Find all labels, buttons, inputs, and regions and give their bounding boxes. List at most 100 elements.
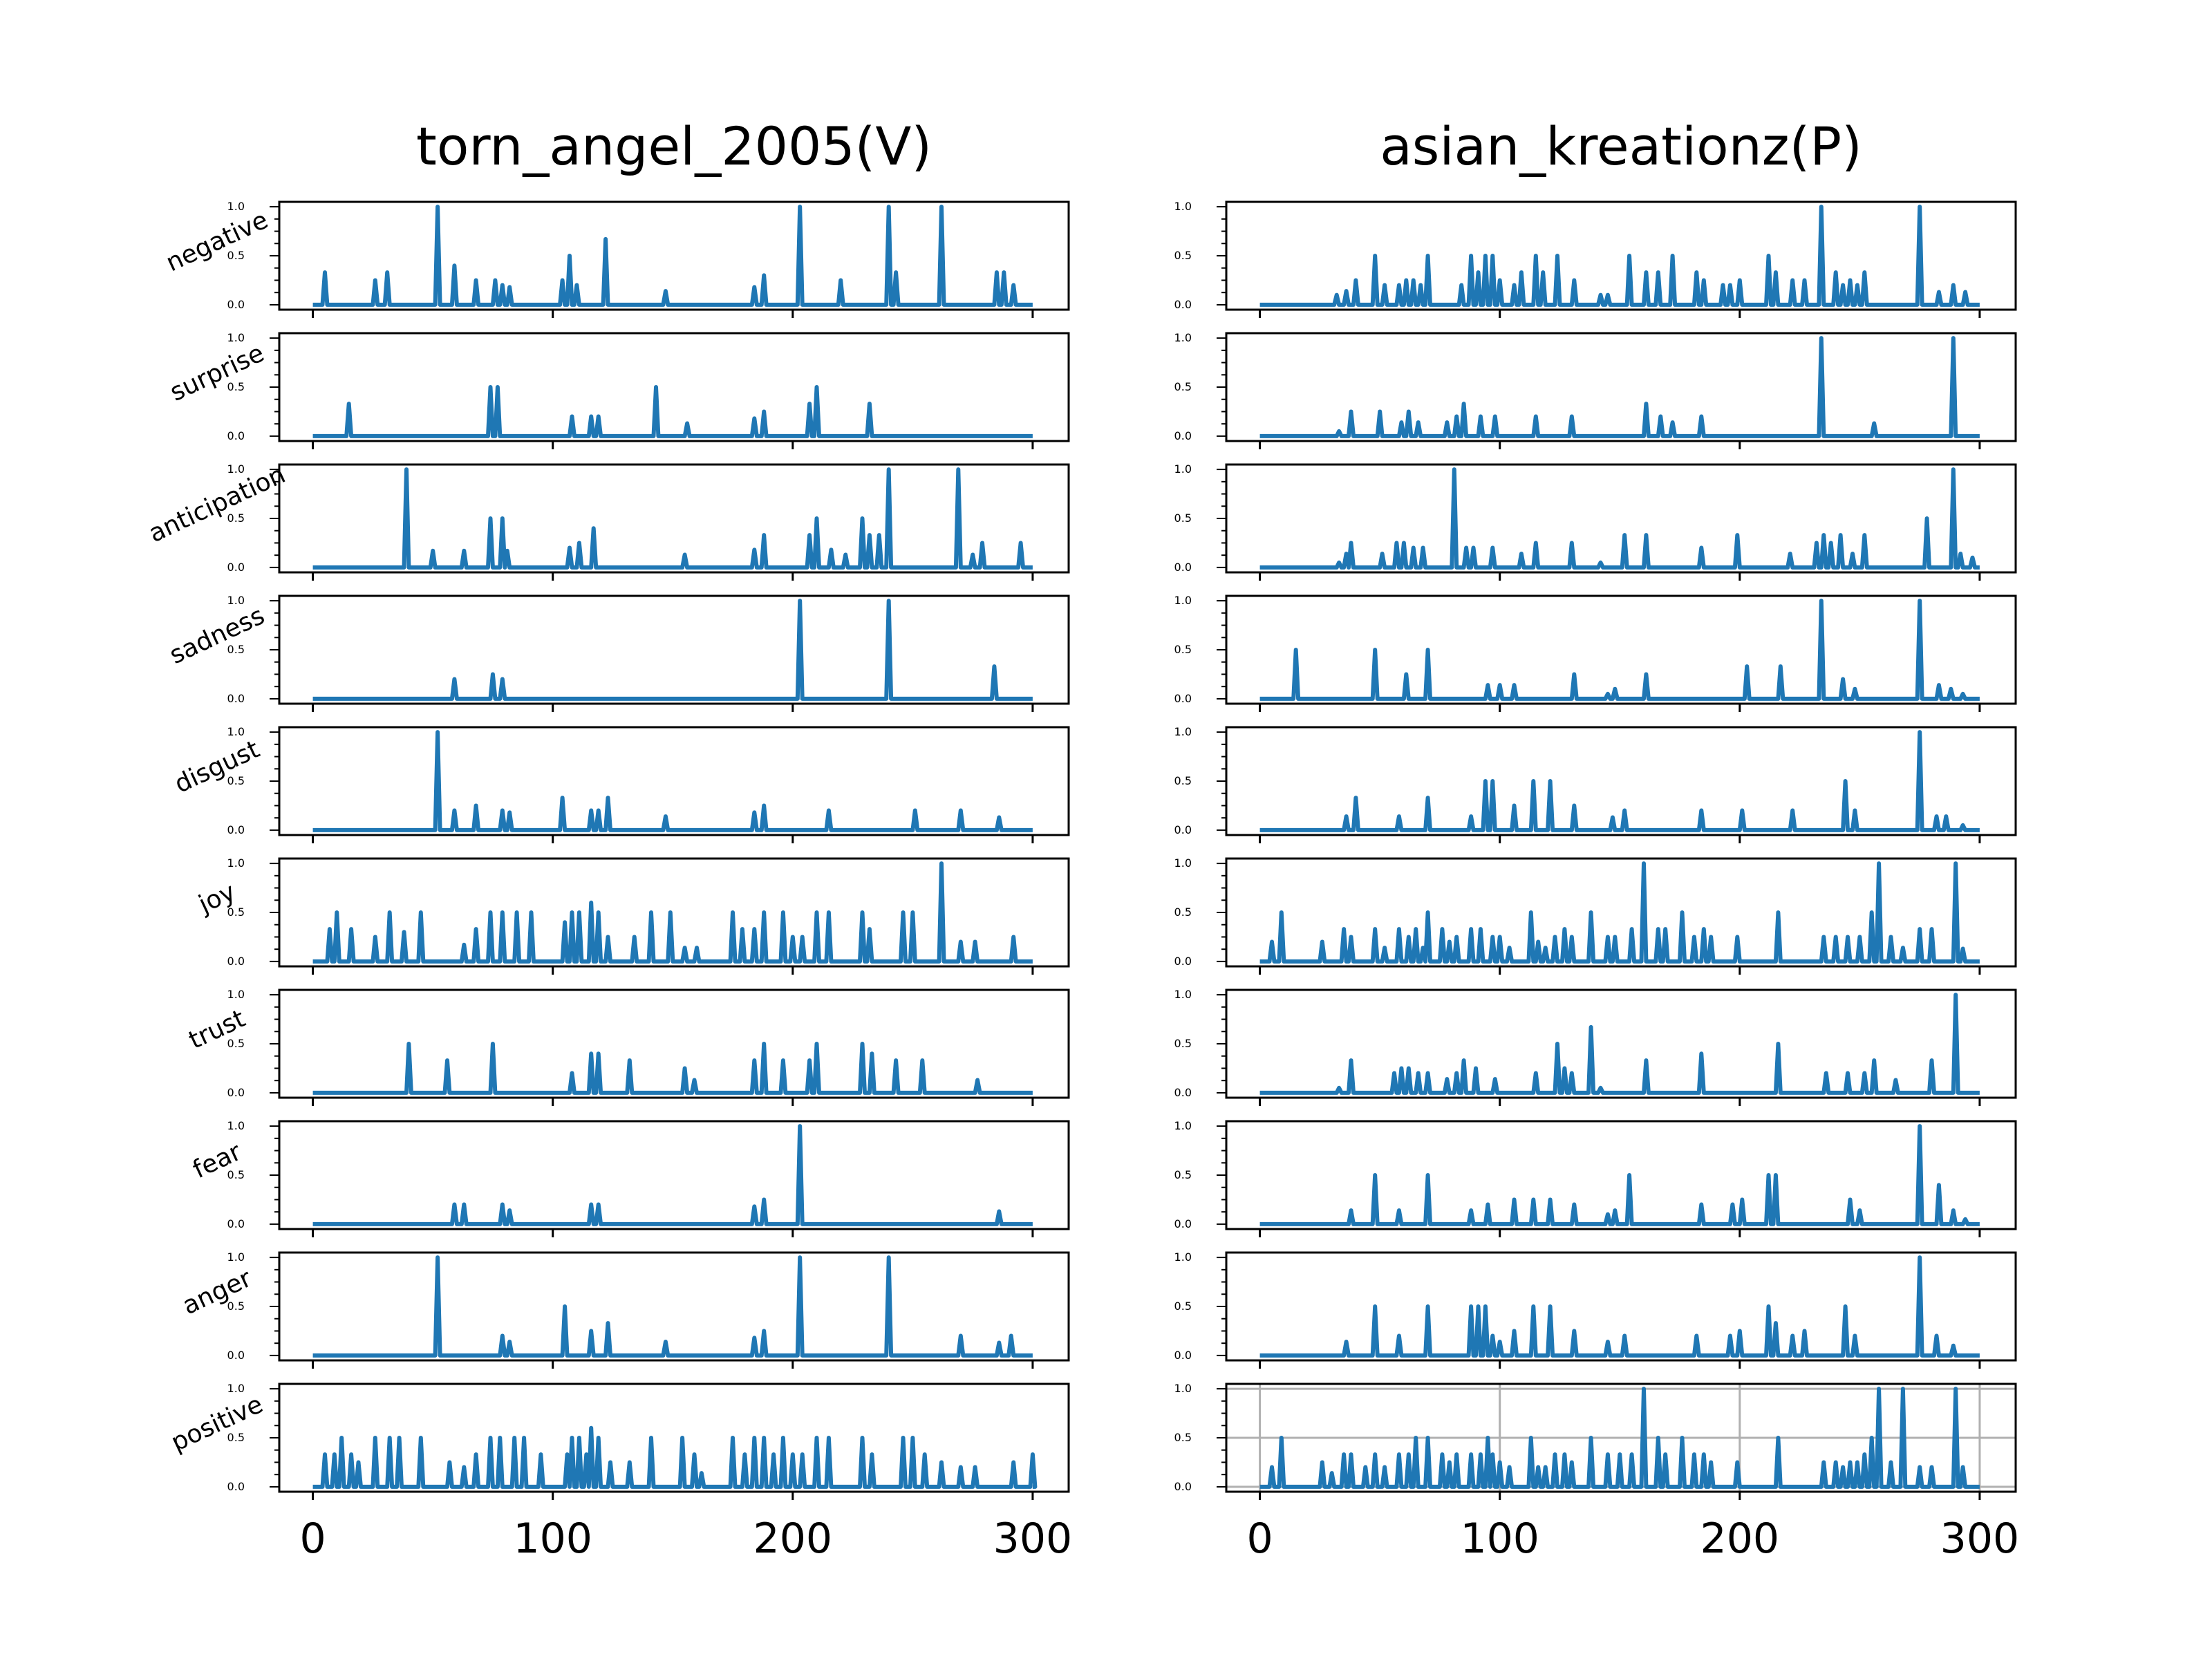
series-line-surprise [1259,336,1980,438]
column-title-left: torn_angel_2005(V) [416,115,932,177]
series-line-sadness [312,599,1033,701]
panel-1-anticipation: 0.0 0.5 1.0 [1174,462,2017,581]
series-line-trust [1259,993,1980,1095]
panel-1-anger: 0.0 0.5 1.0 [1174,1250,2017,1369]
series-line-disgust [312,730,1033,832]
x-tick-label: 200 [1700,1515,1780,1563]
series-line-anger [312,1255,1033,1358]
y-tick-label: 0.5 [1174,643,1192,656]
y-tick-label: 0.5 [227,249,245,262]
y-tick-label: 1.0 [227,725,245,738]
y-tick-label: 0.0 [227,561,245,574]
y-tick-label: 0.5 [227,643,245,656]
series-line-negative [312,205,1033,307]
x-tick-label: 0 [1247,1515,1273,1563]
y-tick-label: 1.0 [1174,462,1192,476]
y-tick-label: 0.0 [227,955,245,968]
panel-1-trust: 0.0 0.5 1.0 [1174,988,2017,1106]
series-line-negative [1259,205,1980,307]
y-tick-label: 0.5 [1174,774,1192,787]
y-tick-label: 1.0 [1174,594,1192,607]
y-tick-label: 0.5 [1174,1168,1192,1181]
series-line-fear [312,1124,1033,1226]
y-tick-label: 0.0 [227,1086,245,1099]
panel-1-sadness: 0.0 0.5 1.0 [1174,594,2017,712]
y-tick-label: 1.0 [227,594,245,607]
y-tick-label: 0.5 [227,380,245,393]
y-tick-label: 1.0 [227,200,245,213]
y-tick-label: 0.0 [227,429,245,442]
panel-1-positive: 0.0 0.5 1.0 0 100 200 300 [1174,1382,2020,1563]
y-tick-label: 1.0 [1174,725,1192,738]
y-tick-label: 0.0 [1174,1480,1192,1493]
y-tick-label: 0.0 [227,692,245,705]
y-tick-label: 0.0 [227,823,245,836]
y-tick-label: 0.5 [1174,380,1192,393]
y-tick-label: 1.0 [227,856,245,870]
y-tick-label: 0.5 [227,512,245,525]
y-tick-label: 0.5 [227,774,245,787]
y-tick-label: 0.5 [1174,249,1192,262]
x-tick-label: 0 [300,1515,326,1563]
series-line-trust [312,1042,1033,1095]
series-line-joy [1259,861,1980,964]
y-tick-label: 1.0 [1174,1119,1192,1132]
y-tick-label: 0.0 [227,1349,245,1362]
panel-1-fear: 0.0 0.5 1.0 [1174,1119,2017,1237]
x-tick-label: 200 [753,1515,833,1563]
x-tick-label: 100 [513,1515,592,1563]
column-title-right: asian_kreationz(P) [1380,115,1862,177]
y-tick-label: 0.0 [1174,298,1192,311]
panel-1-negative: 0.0 0.5 1.0 [1174,200,2017,318]
series-line-fear [1259,1124,1980,1226]
y-tick-label: 0.0 [1174,1349,1192,1362]
y-tick-label: 1.0 [1174,331,1192,344]
y-tick-label: 0.0 [1174,429,1192,442]
y-tick-label: 0.0 [1174,823,1192,836]
y-tick-label: 0.0 [227,1217,245,1230]
y-tick-label: 1.0 [227,331,245,344]
y-tick-label: 0.0 [227,1480,245,1493]
series-line-anticipation [1259,467,1980,570]
panel-1-joy: 0.0 0.5 1.0 [1174,856,2017,975]
y-tick-label: 1.0 [227,1250,245,1264]
series-line-disgust [1259,730,1980,832]
y-tick-label: 1.0 [227,988,245,1001]
y-tick-label: 0.0 [227,298,245,311]
panel-1-disgust: 0.0 0.5 1.0 [1174,725,2017,843]
y-tick-label: 1.0 [227,1119,245,1132]
y-tick-label: 0.5 [1174,1300,1192,1313]
y-tick-label: 0.5 [227,906,245,919]
panel-1-surprise: 0.0 0.5 1.0 [1174,331,2017,449]
series-line-positive [312,1425,1038,1489]
series-line-anger [1259,1255,1980,1358]
y-tick-label: 0.5 [1174,1431,1192,1444]
y-tick-label: 1.0 [1174,1250,1192,1264]
y-tick-label: 0.0 [1174,955,1192,968]
y-tick-label: 0.5 [227,1431,245,1444]
series-line-joy [312,861,1033,964]
y-tick-label: 1.0 [1174,1382,1192,1395]
y-tick-label: 1.0 [227,1382,245,1395]
y-tick-label: 0.5 [227,1037,245,1050]
series-line-sadness [1259,599,1980,701]
x-tick-label: 300 [1940,1515,2020,1563]
y-tick-label: 1.0 [227,462,245,476]
series-line-anticipation [312,467,1033,570]
x-tick-label: 100 [1460,1515,1539,1563]
y-tick-label: 0.0 [1174,1086,1192,1099]
x-tick-label: 300 [993,1515,1073,1563]
y-tick-label: 1.0 [1174,988,1192,1001]
y-tick-label: 0.5 [227,1168,245,1181]
y-tick-label: 0.0 [1174,561,1192,574]
y-tick-label: 0.5 [1174,512,1192,525]
y-tick-label: 0.5 [1174,1037,1192,1050]
series-line-surprise [312,385,1033,438]
series-line-positive [1259,1387,1980,1489]
y-tick-label: 1.0 [1174,856,1192,870]
y-tick-label: 0.5 [1174,906,1192,919]
y-tick-label: 0.0 [1174,692,1192,705]
